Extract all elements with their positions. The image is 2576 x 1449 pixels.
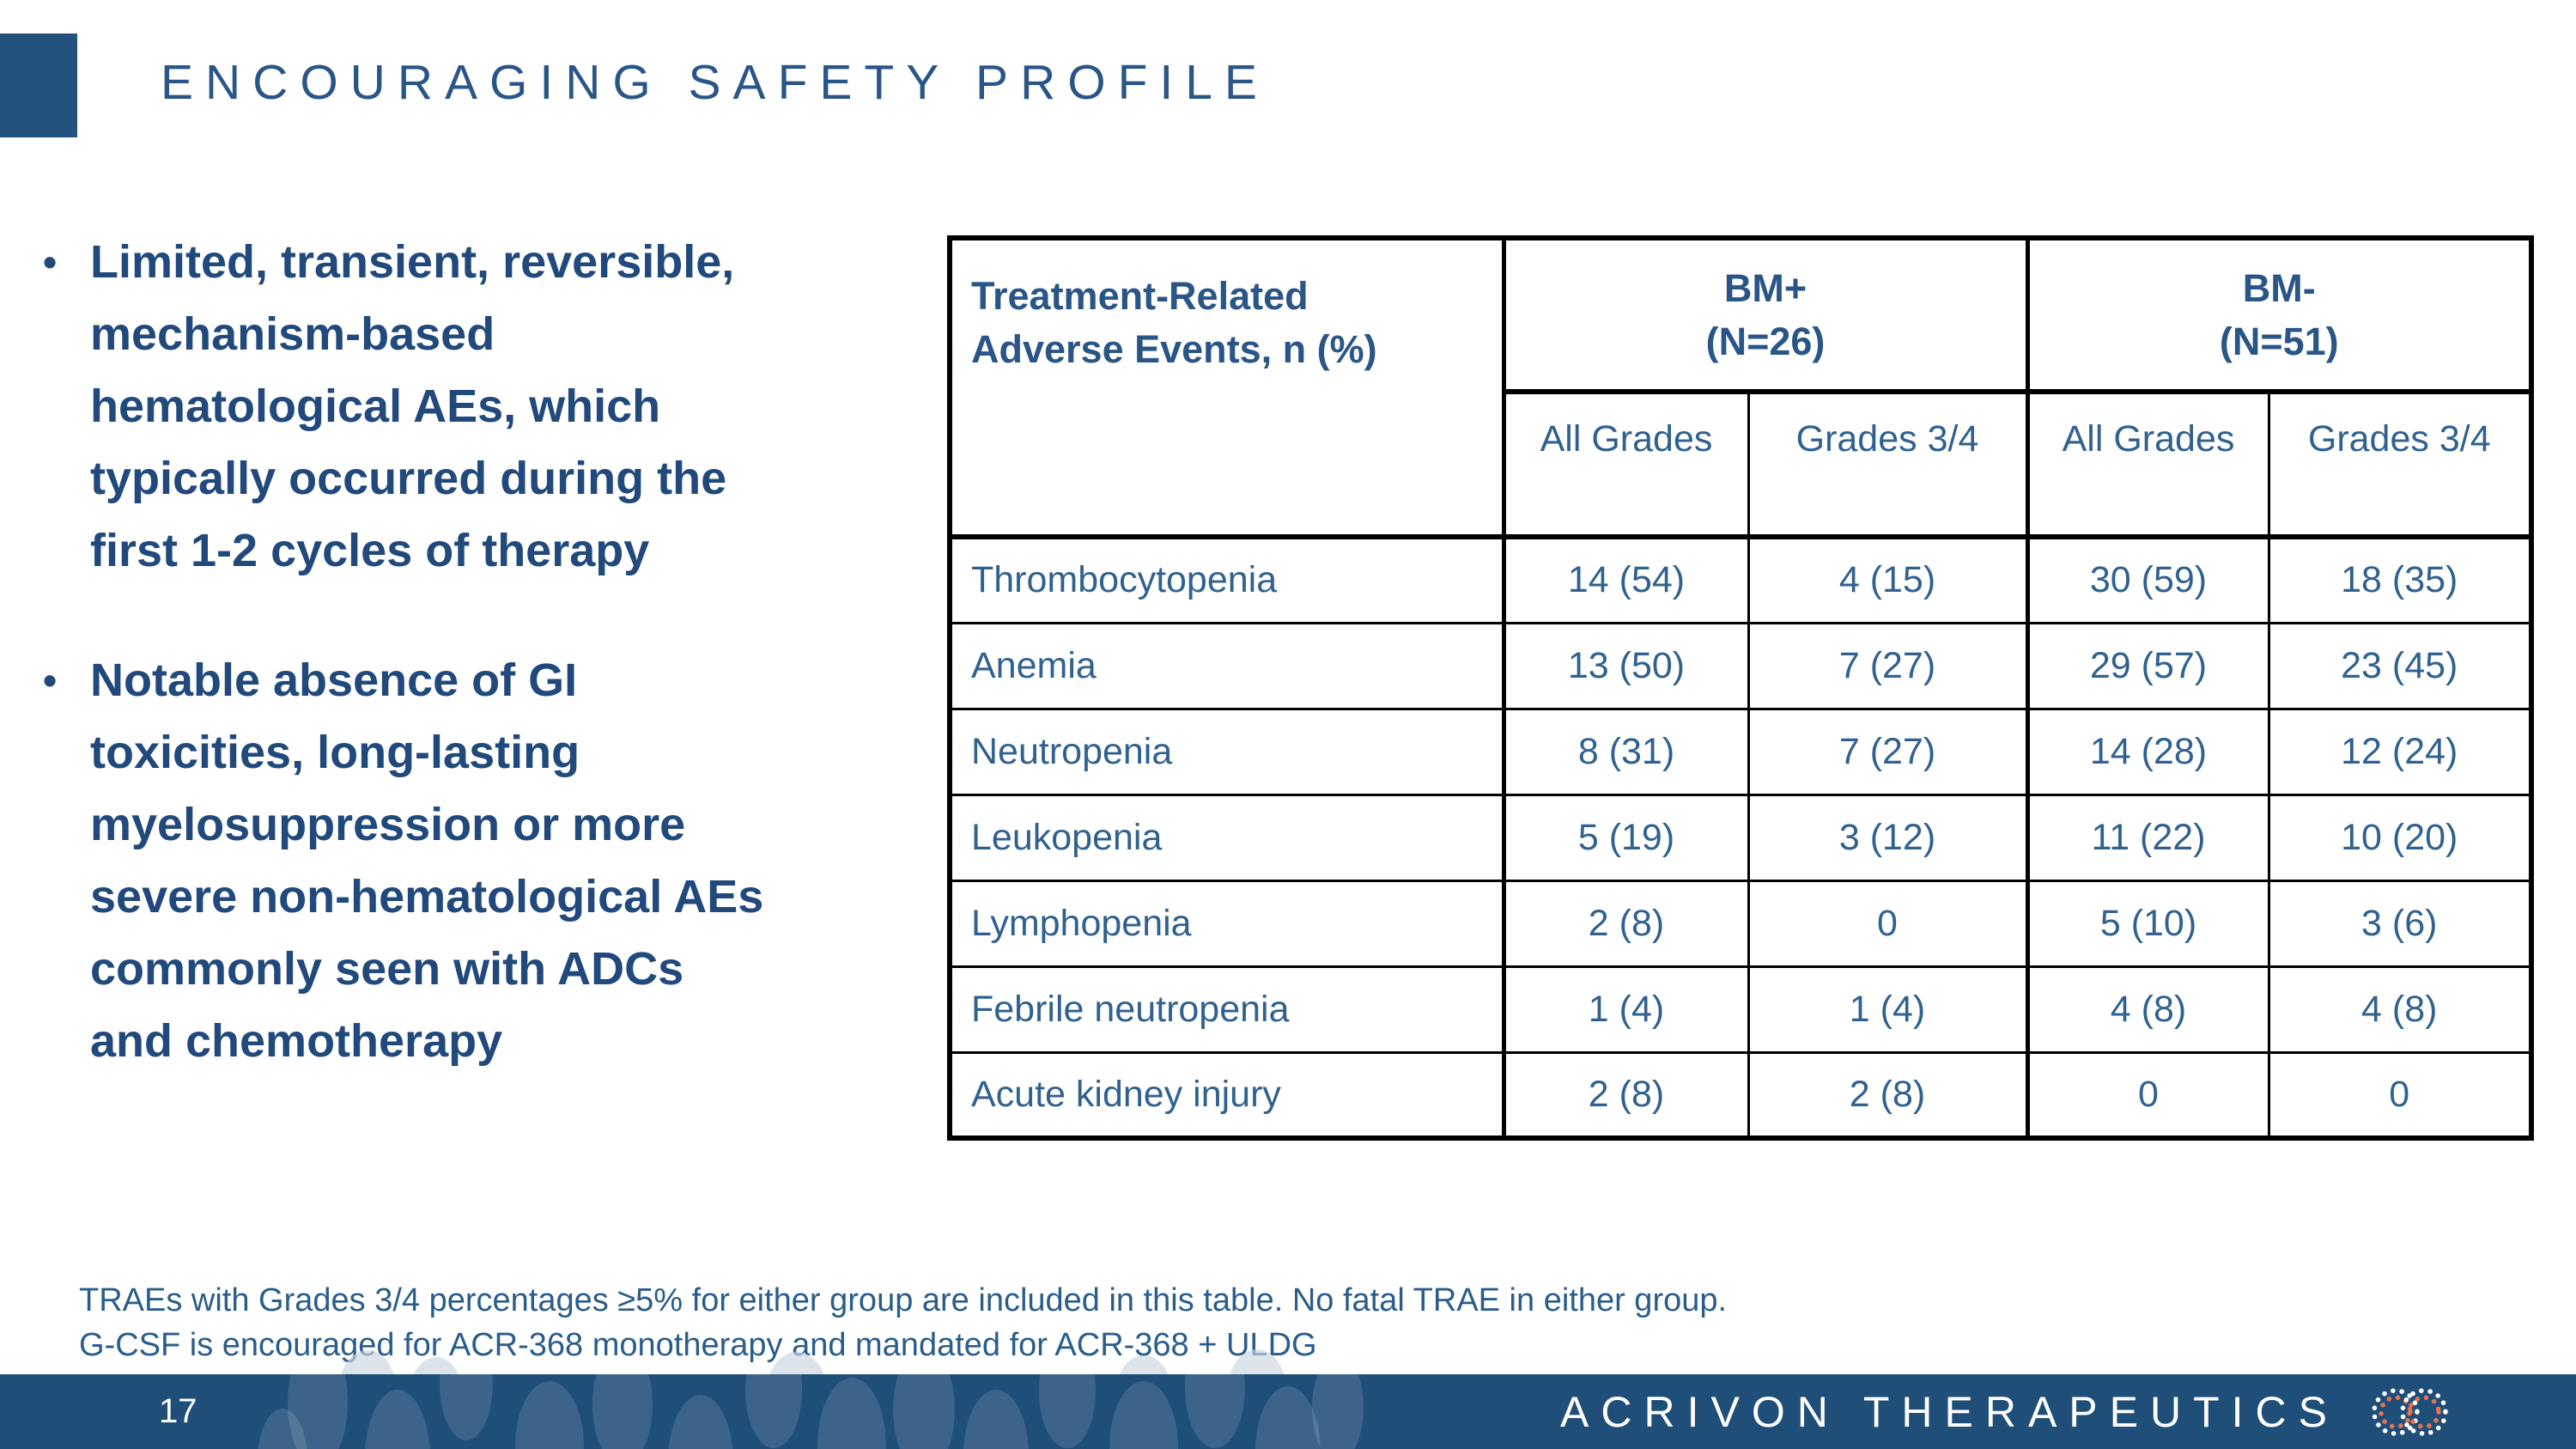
brand-name: ACRIVON THERAPEUTICS <box>1560 1387 2339 1436</box>
ae-value: 23 (45) <box>2267 621 2533 710</box>
page-title: ENCOURAGING SAFETY PROFILE <box>161 55 1269 110</box>
bar-dot <box>668 1395 733 1449</box>
brand-block: ACRIVON THERAPEUTICS <box>1560 1374 2458 1449</box>
group-header-bm-negative: BM- (N=51) <box>2026 236 2533 394</box>
ae-value: 2 (8) <box>1502 879 1750 968</box>
title-accent-square <box>0 33 77 137</box>
ae-value: 3 (6) <box>2267 879 2533 968</box>
table-row-febrile-neutropenia: Febrile neutropenia 1 (4) 1 (4) 4 (8) 4 … <box>948 965 2533 1054</box>
bar-dot <box>1255 1386 1321 1449</box>
table-subheader-row: All Grades Grades 3/4 All Grades Grades … <box>950 390 2533 539</box>
bar-dot <box>1185 1374 1245 1448</box>
ae-value: 5 (10) <box>2026 879 2270 968</box>
ae-value: 4 (8) <box>2267 965 2533 1054</box>
ae-value: 14 (54) <box>1502 535 1750 624</box>
footnote-1: TRAEs with Grades 3/4 percentages ≥5% fo… <box>79 1282 1728 1318</box>
table-row-leukopenia: Leukopenia 5 (19) 3 (12) 11 (22) 10 (20) <box>948 793 2533 882</box>
ae-value: 2 (8) <box>1502 1050 1750 1140</box>
page-number: 17 <box>159 1392 197 1430</box>
bar-dot <box>963 1390 1029 1449</box>
ae-label: Febrile neutropenia <box>948 965 1506 1054</box>
bullet-list: • Limited, transient, reversible, mechan… <box>41 226 977 1077</box>
footnotes: TRAEs with Grades 3/4 percentages ≥5% fo… <box>79 1278 1727 1367</box>
ae-value: 30 (59) <box>2026 535 2270 624</box>
bar-dot <box>1039 1374 1096 1448</box>
ae-value: 1 (4) <box>1747 965 2030 1054</box>
ae-value: 3 (12) <box>1747 793 2030 882</box>
bar-dot <box>592 1374 653 1449</box>
table-row-anemia: Anemia 13 (50) 7 (27) 29 (57) 23 (45) <box>948 621 2533 710</box>
ae-value: 12 (24) <box>2267 707 2533 796</box>
ae-value: 7 (27) <box>1747 621 2030 710</box>
ae-value: 4 (15) <box>1747 535 2030 624</box>
group-header-bm-positive: BM+ (N=26) <box>1502 236 2030 394</box>
subheader-bmneg-grades-34: Grades 3/4 <box>2267 390 2533 539</box>
bullet-text-1: Limited, transient, reversible, mechanis… <box>90 236 735 576</box>
bar-dot <box>1109 1381 1178 1449</box>
table-row-thrombocytopenia: Thrombocytopenia 14 (54) 4 (15) 30 (59) … <box>948 535 2533 624</box>
table-header-group-row: Treatment-Related Adverse Events, n (%) … <box>948 236 2533 539</box>
subheader-bmpos-grades-34: Grades 3/4 <box>1747 390 2030 539</box>
table-row-lymphopenia: Lymphopenia 2 (8) 0 5 (10) 3 (6) <box>948 879 2533 968</box>
ae-label: Thrombocytopenia <box>948 535 1506 624</box>
ae-label: Lymphopenia <box>948 879 1506 968</box>
footnote-2: G-CSF is encouraged for ACR-368 monother… <box>79 1327 1317 1363</box>
ae-label: Acute kidney injury <box>948 1050 1506 1140</box>
bar-dot <box>745 1374 802 1448</box>
acrivon-logo-icon <box>2372 1387 2448 1436</box>
subheader-bmneg-all-grades: All Grades <box>2026 390 2270 539</box>
adverse-events-table: Treatment-Related Adverse Events, n (%) … <box>947 235 2534 1141</box>
bar-dot <box>1312 1374 1364 1449</box>
bullet-marker-icon: • <box>43 658 58 703</box>
bullet-item-1: • Limited, transient, reversible, mechan… <box>41 226 977 587</box>
corner-header: Treatment-Related Adverse Events, n (%) <box>948 236 1506 539</box>
ae-value: 10 (20) <box>2267 793 2533 882</box>
ae-value: 5 (19) <box>1502 793 1750 882</box>
ae-value: 0 <box>2267 1050 2533 1140</box>
bar-dot <box>440 1374 493 1440</box>
bar-dot <box>515 1381 584 1449</box>
ae-value: 2 (8) <box>1747 1050 2030 1140</box>
ae-value: 18 (35) <box>2267 535 2533 624</box>
table-row-neutropenia: Neutropenia 8 (31) 7 (27) 14 (28) 12 (24… <box>948 707 2533 796</box>
ae-value: 8 (31) <box>1502 707 1750 796</box>
ae-label: Neutropenia <box>948 707 1506 796</box>
bullet-marker-icon: • <box>43 240 58 284</box>
table-row-acute-kidney-injury: Acute kidney injury 2 (8) 2 (8) 0 0 <box>948 1050 2533 1140</box>
bar-dot <box>893 1374 955 1449</box>
ae-label: Leukopenia <box>948 793 1506 882</box>
bullet-text-2: Notable absence of GI toxicities, long-l… <box>90 654 764 1067</box>
footer-bar: 17 ACRIVON THERAPEUTICS <box>0 1374 2576 1449</box>
ae-value: 11 (22) <box>2026 793 2270 882</box>
bar-dot <box>817 1378 886 1449</box>
bar-dot <box>365 1390 430 1449</box>
ae-value: 14 (28) <box>2026 707 2270 796</box>
ae-label: Anemia <box>948 621 1506 710</box>
ae-value: 0 <box>1747 879 2030 968</box>
subheader-bmpos-all-grades: All Grades <box>1502 390 1750 539</box>
bar-dot <box>288 1374 348 1449</box>
ae-value: 7 (27) <box>1747 707 2030 796</box>
ae-value: 0 <box>2026 1050 2270 1140</box>
ae-value: 1 (4) <box>1502 965 1750 1054</box>
ae-value: 29 (57) <box>2026 621 2270 710</box>
ae-value: 4 (8) <box>2026 965 2270 1054</box>
ae-value: 13 (50) <box>1502 621 1750 710</box>
bullet-item-2: • Notable absence of GI toxicities, long… <box>41 644 977 1077</box>
